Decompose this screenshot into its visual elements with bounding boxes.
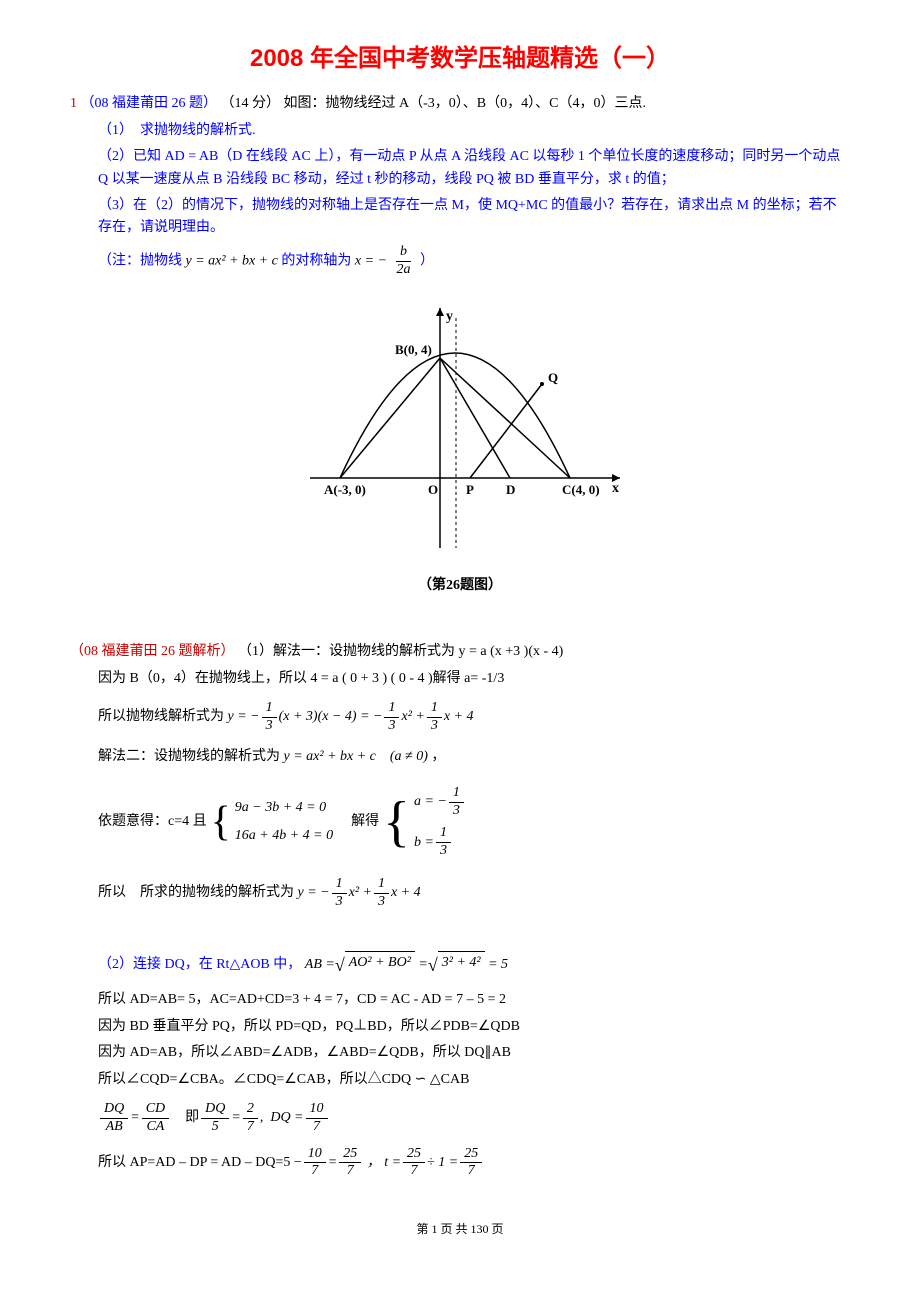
frac-10-7: 107 xyxy=(306,1101,328,1136)
sqrt-2: √3² + 4² xyxy=(428,951,485,980)
label-D: D xyxy=(506,482,515,497)
system-2: { a = −13 b = 13 xyxy=(383,785,466,860)
note-fraction: b 2a xyxy=(393,244,415,279)
frac-25-7a: 257 xyxy=(339,1146,361,1181)
note-suffix: ） xyxy=(420,253,434,268)
label-P: P xyxy=(466,482,474,497)
label-A: A(-3, 0) xyxy=(324,482,366,497)
note-eq2-left: x = − xyxy=(355,253,387,268)
solution-header: （08 福建莆田 26 题解析） xyxy=(70,644,235,659)
frac-2-7: 27 xyxy=(243,1101,258,1136)
problem-stem: 1 （08 福建莆田 26 题） （14 分） 如图：抛物线经过 A（-3，0）… xyxy=(70,93,850,115)
problem-source: （08 福建莆田 26 题） xyxy=(81,96,218,111)
sqrt-1: √AO² + BO² xyxy=(335,951,415,980)
problem-stem-text: 如图：抛物线经过 A（-3，0）、B（0，4）、C（4，0）三点. xyxy=(284,96,646,111)
s2-intro-line: （2）连接 DQ，在 Rt△AOB 中， AB = √AO² + BO² = √… xyxy=(98,951,850,980)
s2-ab-eq: AB = xyxy=(301,954,335,976)
s2-intro: （2）连接 DQ，在 Rt△AOB 中， xyxy=(98,954,301,976)
s2-line5: 所以∠CQD=∠CBA。∠CDQ=∠CAB，所以△CDQ ∽ △CAB xyxy=(70,1069,850,1091)
page-footer: 第 1 页 共 130 页 xyxy=(70,1220,850,1239)
s1-m1-eq: y = − xyxy=(224,706,260,728)
s1-m2-conclusion-line: 所以 所求的抛物线的解析式为 y = − 13 x² + 13 x + 4 xyxy=(98,876,850,911)
note-mid: 的对称轴为 xyxy=(281,253,351,268)
s1-m2-l2-prefix: 依题意得：c=4 且 xyxy=(98,811,207,833)
label-Q: Q xyxy=(548,370,558,385)
label-y: y xyxy=(446,309,453,324)
problem-number: 1 xyxy=(70,96,77,111)
s1-m1-intro: （1）解法一：设抛物线的解析式为 y = a (x +3 )(x - 4) xyxy=(238,644,563,659)
frac-dq-ab: DQAB xyxy=(100,1101,128,1136)
system-1: { 9a − 3b + 4 = 0 16a + 4b + 4 = 0 xyxy=(211,797,334,848)
s1-m1-line2: 因为 B（0，4）在抛物线上，所以 4 = a ( 0 + 3 ) ( 0 - … xyxy=(70,668,850,690)
frac-cd-ca: CDCA xyxy=(142,1101,169,1136)
s1-m2-conclusion: 所以 所求的抛物线的解析式为 xyxy=(98,882,294,904)
problem-points: （14 分） xyxy=(221,96,281,111)
s1-m2-intro: 解法二：设抛物线的解析式为 xyxy=(98,749,280,764)
label-x: x xyxy=(612,481,619,496)
solution-header-line: （08 福建莆田 26 题解析） （1）解法一：设抛物线的解析式为 y = a … xyxy=(70,641,850,663)
s2-line2: 所以 AD=AB= 5，AC=AD+CD=3 + 4 = 7，CD = AC -… xyxy=(70,989,850,1011)
s2-line6: DQAB = CDCA 即 DQ5 = 27 , DQ = 107 xyxy=(98,1101,850,1136)
s1-m2-system: 依题意得：c=4 且 { 9a − 3b + 4 = 0 16a + 4b + … xyxy=(98,785,850,860)
question-2: （2）已知 AD = AB（D 在线段 AC 上），有一动点 P 从点 A 沿线… xyxy=(70,146,850,191)
frac-25-7b: 257 xyxy=(403,1146,425,1181)
label-O: O xyxy=(428,482,438,497)
label-B: B(0, 4) xyxy=(395,342,432,357)
s2-line3: 因为 BD 垂直平分 PQ，所以 PD=QD，PQ⊥BD，所以∠PDB=∠QDB xyxy=(70,1016,850,1038)
s2-l7-prefix: 所以 AP=AD – DP = AD – DQ=5 − xyxy=(98,1152,302,1174)
s2-line4: 因为 AD=AB，所以∠ABD=∠ADB，∠ABD=∠QDB，所以 DQ∥AB xyxy=(70,1042,850,1064)
s2-line7: 所以 AP=AD – DP = AD – DQ=5 − 107 = 257 ， … xyxy=(98,1146,850,1181)
sys2-b: b = 13 xyxy=(414,825,466,860)
problem-note: （注：抛物线 y = ax² + bx + c 的对称轴为 x = − b 2a… xyxy=(70,244,850,279)
frac-10-7b: 107 xyxy=(304,1146,326,1181)
sys2-a: a = −13 xyxy=(414,785,466,820)
label-C: C(4, 0) xyxy=(562,482,600,497)
parabola-figure: y x B(0, 4) A(-3, 0) O P D Q C(4, 0) xyxy=(280,298,640,558)
note-prefix: （注：抛物线 xyxy=(98,253,182,268)
figure-container: y x B(0, 4) A(-3, 0) O P D Q C(4, 0) （第2… xyxy=(70,298,850,597)
question-3: （3）在（2）的情况下，抛物线的对称轴上是否存在一点 M，使 MQ+MC 的值最… xyxy=(70,195,850,240)
frac-dq-5: DQ5 xyxy=(201,1101,229,1136)
sys1-b: 16a + 4b + 4 = 0 xyxy=(235,825,333,847)
s1-m2-intro-line: 解法二：设抛物线的解析式为 y = ax² + bx + c (a ≠ 0) ， xyxy=(70,746,850,768)
s1-m2-solve: 解得 xyxy=(337,811,379,833)
question-1: （1） 求抛物线的解析式. xyxy=(70,120,850,142)
sys1-a: 9a − 3b + 4 = 0 xyxy=(235,797,333,819)
page-title: 2008 年全国中考数学压轴题精选（一） xyxy=(70,40,850,78)
s1-m2-eq: y = ax² + bx + c (a ≠ 0) xyxy=(284,749,428,764)
s1-m2-punct: ， xyxy=(431,749,445,764)
figure-caption: （第26题图） xyxy=(70,575,850,597)
note-eq1: y = ax² + bx + c xyxy=(186,253,278,268)
s2-l6-mid: 即 xyxy=(171,1107,199,1129)
s1-m1-l3-prefix: 所以抛物线解析式为 xyxy=(98,706,224,728)
s1-m1-line3: 所以抛物线解析式为 y = − 13 (x + 3)(x − 4) = − 13… xyxy=(98,700,850,735)
frac-25-7c: 257 xyxy=(460,1146,482,1181)
